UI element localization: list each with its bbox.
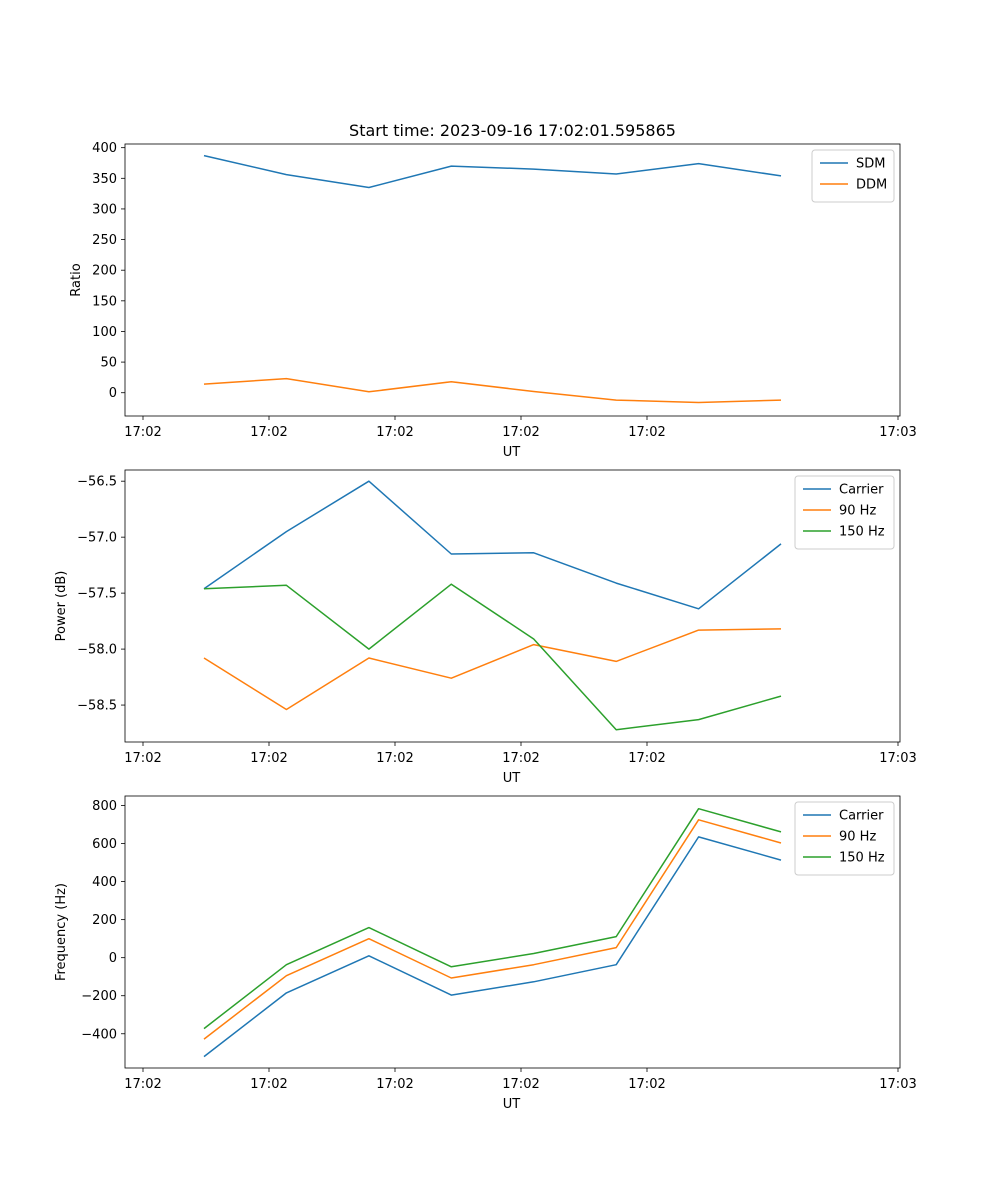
x-axis-label: UT: [503, 1097, 521, 1112]
x-tick-label: 17:02: [628, 1077, 665, 1092]
y-tick-label: 250: [92, 233, 117, 248]
y-tick-label: 400: [92, 141, 117, 156]
series-line-carrier: [203, 480, 782, 610]
x-tick-label: 17:02: [628, 751, 665, 766]
series-line-90-hz: [203, 628, 782, 711]
x-tick-label: 17:02: [502, 751, 539, 766]
y-tick-label: −57.0: [77, 531, 117, 546]
y-axis-label: Power (dB): [54, 571, 69, 642]
chart-2: 17:02 17:02 17:02 17:02 17:02 17:03 −56.5 −57.0…: [54, 469, 917, 786]
chart-3: 17:02 17:02 17:02 17:02 17:02 17:03 −400 −200 0 2…: [54, 795, 917, 1112]
series-line-sdm: [203, 154, 782, 189]
y-tick-label: 200: [92, 264, 117, 279]
legend: Carrier 90 Hz 150 Hz: [794, 801, 895, 876]
y-tick-label: 0: [109, 951, 117, 966]
series-line-carrier: [203, 836, 782, 1058]
x-axis-label: UT: [503, 771, 521, 786]
y-tick-label: 800: [92, 799, 117, 814]
legend-label: 150 Hz: [839, 525, 885, 540]
legend-label: 90 Hz: [839, 504, 876, 519]
series-line-ddm: [203, 377, 782, 404]
series-line-90-hz: [203, 819, 782, 1040]
legend-label: 90 Hz: [839, 830, 876, 845]
y-tick-label: 600: [92, 837, 117, 852]
y-tick-label: 350: [92, 172, 117, 187]
y-tick-label: 300: [92, 202, 117, 217]
chart-1: Start time: 2023-09-16 17:02:01.595865 17…: [69, 121, 917, 460]
x-tick-label: 17:02: [628, 425, 665, 440]
y-axis-label: Frequency (Hz): [54, 883, 69, 981]
y-tick-label: 100: [92, 325, 117, 340]
x-tick-label: 17:02: [124, 1077, 161, 1092]
axes-frame: [124, 143, 901, 417]
series-line-150-hz: [203, 583, 782, 731]
y-tick-label: −200: [81, 989, 117, 1004]
y-axis-label: Ratio: [69, 263, 84, 296]
y-tick-label: −58.5: [77, 699, 117, 714]
series-line-150-hz: [203, 807, 782, 1030]
x-tick-label: 17:03: [879, 751, 916, 766]
axes-frame: [124, 469, 901, 743]
x-tick-label: 17:02: [376, 751, 413, 766]
y-tick-label: −58.0: [77, 643, 117, 658]
y-tick-label: 150: [92, 294, 117, 309]
y-tick-label: −56.5: [77, 475, 117, 490]
x-tick-label: 17:03: [879, 425, 916, 440]
x-tick-label: 17:03: [879, 1077, 916, 1092]
y-tick-label: 200: [92, 913, 117, 928]
chart-title: Start time: 2023-09-16 17:02:01.595865: [349, 121, 676, 140]
legend-label: Carrier: [839, 809, 884, 824]
y-tick-label: 50: [100, 356, 117, 371]
legend: Carrier 90 Hz 150 Hz: [794, 475, 895, 550]
x-tick-label: 17:02: [502, 1077, 539, 1092]
x-tick-label: 17:02: [124, 425, 161, 440]
x-tick-label: 17:02: [376, 425, 413, 440]
legend-label: 150 Hz: [839, 851, 885, 866]
y-tick-label: −400: [81, 1027, 117, 1042]
axes-frame: [124, 795, 901, 1069]
x-tick-label: 17:02: [376, 1077, 413, 1092]
y-tick-label: 0: [109, 386, 117, 401]
x-tick-label: 17:02: [250, 751, 287, 766]
y-tick-label: 400: [92, 875, 117, 890]
x-tick-label: 17:02: [502, 425, 539, 440]
legend-label: SDM: [856, 157, 885, 172]
x-tick-label: 17:02: [250, 425, 287, 440]
legend-label: DDM: [856, 178, 887, 193]
legend: SDM DDM: [811, 149, 895, 203]
y-tick-label: −57.5: [77, 587, 117, 602]
legend-label: Carrier: [839, 483, 884, 498]
x-tick-label: 17:02: [124, 751, 161, 766]
x-tick-label: 17:02: [250, 1077, 287, 1092]
x-axis-label: UT: [503, 445, 521, 460]
